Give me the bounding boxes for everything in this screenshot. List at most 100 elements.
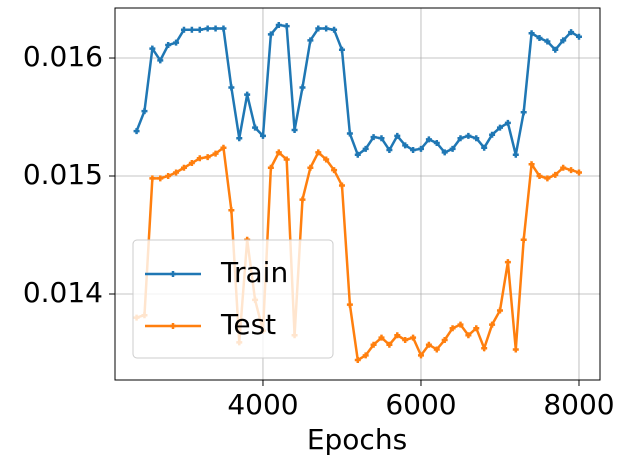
legend-marker bbox=[170, 271, 176, 277]
marker bbox=[141, 108, 148, 115]
marker bbox=[402, 337, 409, 344]
marker bbox=[520, 109, 527, 116]
marker bbox=[496, 124, 503, 131]
marker bbox=[394, 332, 401, 339]
marker bbox=[496, 307, 503, 314]
marker bbox=[560, 164, 567, 171]
marker bbox=[180, 26, 187, 33]
marker bbox=[465, 132, 472, 139]
marker bbox=[188, 160, 195, 167]
marker bbox=[323, 25, 330, 32]
marker bbox=[536, 173, 543, 180]
marker bbox=[410, 147, 417, 154]
marker bbox=[173, 39, 180, 46]
marker bbox=[283, 23, 290, 30]
marker bbox=[504, 259, 511, 266]
marker bbox=[520, 236, 527, 243]
marker bbox=[394, 132, 401, 139]
marker bbox=[180, 164, 187, 171]
y-tick-label: 0.014 bbox=[23, 276, 103, 309]
marker bbox=[354, 357, 361, 364]
marker bbox=[267, 164, 274, 171]
y-tick-label: 0.016 bbox=[23, 40, 103, 73]
marker bbox=[228, 84, 235, 91]
marker bbox=[267, 31, 274, 38]
marker bbox=[252, 124, 259, 131]
x-tick-label: 6000 bbox=[385, 388, 456, 421]
marker bbox=[173, 169, 180, 176]
marker bbox=[489, 131, 496, 138]
marker bbox=[433, 139, 440, 146]
marker bbox=[338, 182, 345, 189]
marker bbox=[346, 301, 353, 308]
legend-box bbox=[132, 239, 334, 359]
marker bbox=[283, 156, 290, 163]
marker bbox=[236, 135, 243, 142]
marker bbox=[165, 173, 172, 180]
y-tick-label: 0.015 bbox=[23, 158, 103, 191]
marker bbox=[299, 196, 306, 203]
marker bbox=[402, 142, 409, 149]
marker bbox=[228, 207, 235, 214]
marker bbox=[575, 33, 582, 40]
marker bbox=[481, 345, 488, 352]
marker bbox=[259, 132, 266, 139]
marker bbox=[212, 25, 219, 32]
marker bbox=[560, 37, 567, 44]
marker bbox=[512, 151, 519, 158]
marker bbox=[449, 325, 456, 332]
marker bbox=[425, 136, 432, 143]
marker bbox=[512, 346, 519, 353]
marker bbox=[552, 46, 559, 53]
marker bbox=[552, 171, 559, 178]
marker bbox=[196, 26, 203, 33]
marker bbox=[362, 145, 369, 152]
marker bbox=[536, 34, 543, 41]
marker bbox=[457, 321, 464, 328]
marker bbox=[354, 151, 361, 158]
marker bbox=[568, 167, 575, 174]
marker bbox=[204, 25, 211, 32]
marker bbox=[307, 37, 314, 44]
marker bbox=[370, 134, 377, 141]
marker bbox=[157, 175, 164, 182]
marker bbox=[331, 26, 338, 33]
marker bbox=[473, 135, 480, 142]
marker bbox=[465, 332, 472, 339]
marker bbox=[425, 341, 432, 348]
plot-frame bbox=[114, 7, 601, 381]
marker bbox=[528, 30, 535, 37]
marker bbox=[370, 341, 377, 348]
marker bbox=[307, 164, 314, 171]
marker bbox=[410, 334, 417, 341]
marker bbox=[165, 42, 172, 49]
marker bbox=[149, 45, 156, 52]
marker bbox=[417, 145, 424, 152]
marker bbox=[386, 341, 393, 348]
marker bbox=[212, 150, 219, 157]
x-tick-label: 4000 bbox=[227, 388, 298, 421]
marker bbox=[323, 156, 330, 163]
marker bbox=[544, 38, 551, 45]
marker bbox=[315, 25, 322, 32]
marker bbox=[417, 352, 424, 359]
marker bbox=[457, 135, 464, 142]
marker bbox=[149, 175, 156, 182]
legend-label: Train bbox=[220, 256, 288, 289]
marker bbox=[196, 155, 203, 162]
marker bbox=[441, 337, 448, 344]
marker bbox=[244, 91, 251, 98]
marker bbox=[220, 25, 227, 32]
marker bbox=[386, 147, 393, 154]
marker bbox=[204, 154, 211, 161]
marker bbox=[362, 352, 369, 359]
marker bbox=[331, 167, 338, 174]
marker bbox=[299, 84, 306, 91]
marker bbox=[441, 149, 448, 156]
marker bbox=[449, 145, 456, 152]
x-axis-label: Epochs bbox=[307, 423, 407, 456]
marker bbox=[473, 325, 480, 332]
marker bbox=[528, 161, 535, 168]
marker bbox=[433, 346, 440, 353]
marker bbox=[133, 128, 140, 135]
